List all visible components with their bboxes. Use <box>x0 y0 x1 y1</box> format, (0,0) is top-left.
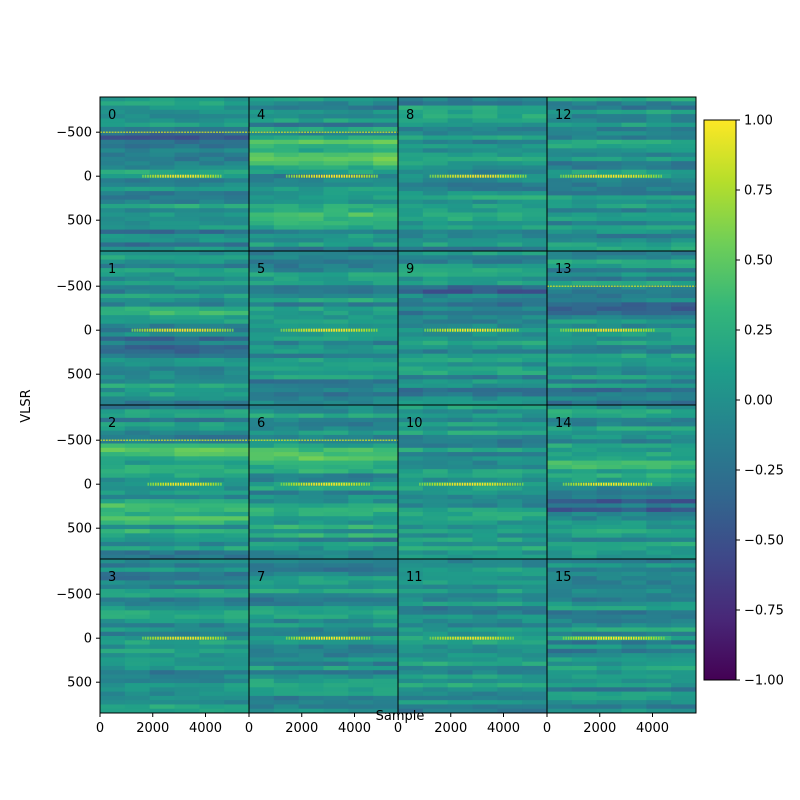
panel-label: 6 <box>257 416 265 431</box>
panel-5: 5 <box>249 251 398 405</box>
x-tick-label: 2000 <box>434 721 467 736</box>
panel-2: 2 <box>100 405 249 559</box>
panel-11: 11 <box>398 559 547 713</box>
panel-label: 13 <box>555 262 572 277</box>
panel-label: 15 <box>555 570 572 585</box>
y-tick-label: 500 <box>67 214 92 229</box>
colorbar-ticks: 1.00 0.75 0.50 0.25 0.00 −0.25 −0.50 −0.75 −1.00 <box>736 114 784 689</box>
panel-label: 1 <box>108 262 116 277</box>
colorbar-tick-label: 0.00 <box>744 394 773 409</box>
panel-label: 11 <box>406 570 423 585</box>
x-tick-label: 0 <box>96 721 104 736</box>
y-tick-label: −500 <box>56 434 92 449</box>
panel-8: 8 <box>398 97 547 251</box>
y-tick-label: 0 <box>84 478 92 493</box>
y-tick-label: −500 <box>56 126 92 141</box>
y-tick-label: 0 <box>84 170 92 185</box>
panel-15: 15 <box>547 559 696 713</box>
panel-label: 12 <box>555 108 572 123</box>
colorbar: 1.00 0.75 0.50 0.25 0.00 −0.25 −0.50 −0.75 −1.00 <box>703 114 784 689</box>
panel-0: 0 <box>100 97 249 251</box>
panel-4: 4 <box>249 97 398 251</box>
x-tick-label: 0 <box>245 721 253 736</box>
colorbar-tick-label: 0.75 <box>744 184 773 199</box>
panel-frame <box>546 558 697 714</box>
panel-label: 14 <box>555 416 572 431</box>
panel-1: 1 <box>100 251 249 405</box>
y-axis-ticks: −500 0 500 −500 0 500 −500 0 500 −500 0 500 <box>56 126 100 691</box>
panel-7: 7 <box>249 559 398 713</box>
panel-label: 4 <box>257 108 265 123</box>
x-tick-label: 0 <box>543 721 551 736</box>
colorbar-fill <box>704 120 736 680</box>
panel-10: 10 <box>398 405 547 559</box>
x-tick-label: 2000 <box>285 721 318 736</box>
panel-frames <box>99 96 697 714</box>
panel-3: 3 <box>100 559 249 713</box>
panel-9: 9 <box>398 251 547 405</box>
colorbar-tick-label: −1.00 <box>744 674 784 689</box>
colorbar-tick-label: −0.50 <box>744 534 784 549</box>
y-axis-label: VLSR <box>19 389 34 422</box>
panel-label: 5 <box>257 262 265 277</box>
x-tick-label: 2000 <box>583 721 616 736</box>
colorbar-tick-label: −0.75 <box>744 604 784 619</box>
y-tick-label: 500 <box>67 368 92 383</box>
y-tick-label: 0 <box>84 324 92 339</box>
y-tick-label: 0 <box>84 632 92 647</box>
panel-label: 3 <box>108 570 116 585</box>
y-tick-label: −500 <box>56 280 92 295</box>
colorbar-tick-label: 1.00 <box>744 114 773 129</box>
colorbar-tick-label: 0.25 <box>744 324 773 339</box>
y-tick-label: 500 <box>67 676 92 691</box>
panel-label: 10 <box>406 416 423 431</box>
panel-6: 6 <box>249 405 398 559</box>
panel-label: 7 <box>257 570 265 585</box>
x-tick-label: 0 <box>394 721 402 736</box>
panel-12: 12 <box>547 97 696 251</box>
panel-14: 14 <box>547 405 696 559</box>
panel-label: 2 <box>108 416 116 431</box>
panel-label: 9 <box>406 262 414 277</box>
x-tick-label: 2000 <box>136 721 169 736</box>
x-axis-label: Sample <box>376 709 425 724</box>
panel-13: 13 <box>547 251 696 405</box>
x-tick-label: 4000 <box>636 721 669 736</box>
x-axis-ticks: 0 2000 4000 0 2000 4000 0 2000 4000 0 2000 4000 <box>96 713 669 736</box>
y-tick-label: −500 <box>56 588 92 603</box>
x-tick-label: 4000 <box>487 721 520 736</box>
colorbar-tick-label: −0.25 <box>744 464 784 479</box>
panel-label: 0 <box>108 108 116 123</box>
x-tick-label: 4000 <box>338 721 371 736</box>
x-tick-label: 4000 <box>189 721 222 736</box>
panel-label: 8 <box>406 108 414 123</box>
y-tick-label: 500 <box>67 522 92 537</box>
colorbar-tick-label: 0.50 <box>744 254 773 269</box>
